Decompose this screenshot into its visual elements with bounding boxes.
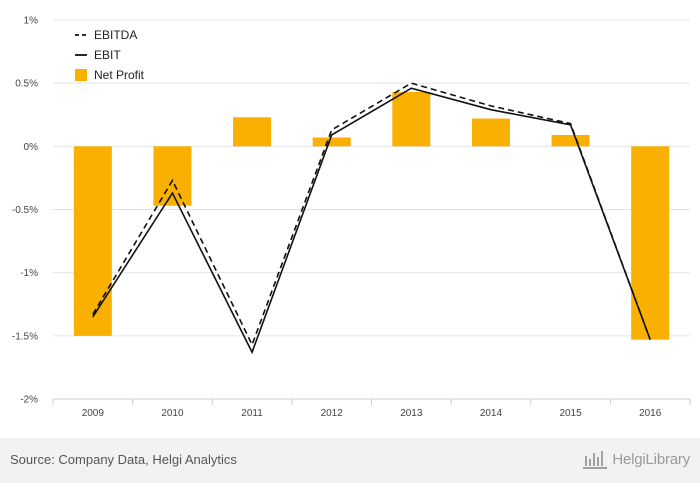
net-profit-bar bbox=[471, 118, 510, 147]
net-profit-bars bbox=[73, 92, 670, 340]
net-profit-bar bbox=[392, 92, 431, 147]
net-profit-bar bbox=[73, 146, 112, 336]
y-tick-label: -2% bbox=[20, 395, 38, 406]
y-tick-label: 1% bbox=[24, 16, 39, 27]
footer-bar bbox=[0, 438, 700, 483]
brand-name: HelgiLibrary bbox=[612, 450, 690, 468]
x-tick-label: 2014 bbox=[480, 408, 503, 419]
net-profit-bar bbox=[551, 134, 590, 147]
x-tick-label: 2011 bbox=[241, 408, 263, 419]
grid-lines bbox=[53, 19, 690, 400]
axes: 1% 0.5% 0% -0.5% -1% -1.5% -2% 2009 2010 2011 2012… bbox=[12, 16, 691, 419]
x-tick-label: 2009 bbox=[82, 408, 105, 419]
y-tick-label: -0.5% bbox=[12, 205, 38, 216]
y-tick-label: 0% bbox=[24, 142, 39, 153]
legend-swatch-net-profit bbox=[75, 69, 87, 81]
series-lines bbox=[92, 82, 651, 355]
legend-label: EBITDA bbox=[94, 28, 137, 42]
x-tick-label: 2016 bbox=[639, 408, 662, 419]
x-tick-label: 2010 bbox=[161, 408, 184, 419]
x-tick-label: 2012 bbox=[321, 408, 344, 419]
y-tick-label: -1.5% bbox=[12, 331, 38, 342]
brand-logo: HelgiLibrary bbox=[582, 446, 690, 472]
legend: EBITDA EBIT Net Profit bbox=[75, 28, 145, 82]
y-tick-label: -1% bbox=[20, 268, 38, 279]
ebit-line bbox=[92, 87, 651, 355]
x-tick-label: 2015 bbox=[559, 408, 582, 419]
legend-label: Net Profit bbox=[94, 68, 145, 82]
ebitda-line bbox=[92, 82, 651, 347]
x-tick-label: 2013 bbox=[400, 408, 423, 419]
source-note: Source: Company Data, Helgi Analytics bbox=[10, 452, 237, 467]
y-tick-label: 0.5% bbox=[15, 79, 38, 90]
library-icon bbox=[583, 451, 608, 469]
net-profit-bar bbox=[153, 146, 192, 206]
net-profit-bar bbox=[631, 146, 670, 340]
net-profit-bar bbox=[233, 117, 272, 147]
net-profit-bar bbox=[312, 137, 351, 147]
combo-chart: 1% 0.5% 0% -0.5% -1% -1.5% -2% 2009 2010 2011 2012… bbox=[12, 16, 691, 419]
legend-label: EBIT bbox=[94, 48, 121, 62]
